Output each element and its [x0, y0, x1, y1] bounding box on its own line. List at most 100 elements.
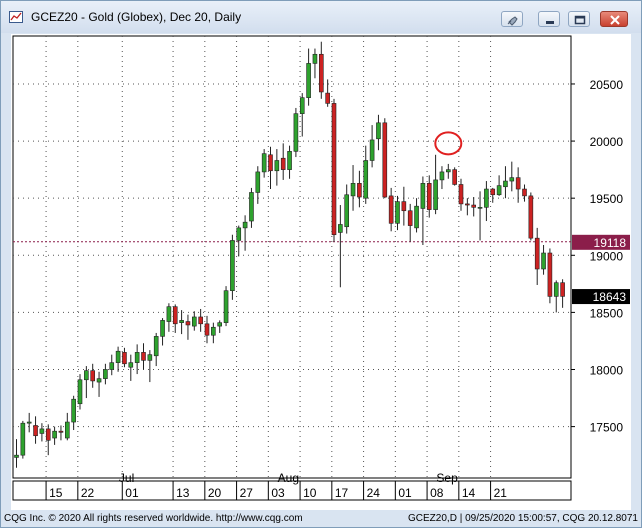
- candle-up[interactable]: [477, 207, 483, 209]
- candle-down[interactable]: [33, 425, 38, 437]
- candle-up[interactable]: [134, 352, 140, 363]
- candle-up[interactable]: [414, 205, 419, 229]
- candle-up[interactable]: [312, 53, 318, 64]
- candle-up[interactable]: [192, 316, 197, 327]
- candle-down[interactable]: [198, 316, 203, 325]
- candle-up[interactable]: [147, 354, 153, 361]
- candle-down[interactable]: [452, 169, 457, 185]
- candle-up[interactable]: [496, 185, 502, 196]
- candle-up[interactable]: [179, 320, 184, 323]
- candle-up[interactable]: [14, 454, 19, 458]
- candle-down[interactable]: [528, 195, 534, 239]
- candle-down[interactable]: [172, 306, 178, 325]
- candlestick-chart[interactable]: 17500 18000 18500 19000 19500 20000 20500 15 22 0…: [11, 34, 631, 510]
- candle-down[interactable]: [325, 92, 330, 104]
- candle-down[interactable]: [560, 282, 565, 297]
- candle-up[interactable]: [77, 379, 83, 405]
- y-tick-label: 17500: [590, 421, 624, 435]
- candle-up[interactable]: [274, 160, 280, 172]
- title-bar[interactable]: GCEZ20 - Gold (Globex), Dec 20, Daily: [1, 1, 641, 33]
- candle-up[interactable]: [261, 153, 267, 173]
- candle-down[interactable]: [357, 183, 362, 198]
- price-chart[interactable]: 17500 18000 18500 19000 19500 20000 20500 15 22 0…: [11, 34, 631, 510]
- candle-up[interactable]: [363, 160, 369, 199]
- candle-up[interactable]: [420, 183, 426, 209]
- candle-down[interactable]: [90, 370, 95, 382]
- candle-up[interactable]: [153, 336, 159, 357]
- candle-up[interactable]: [433, 179, 438, 210]
- candle-down[interactable]: [490, 188, 496, 196]
- restore-button[interactable]: [568, 11, 590, 27]
- candle-up[interactable]: [52, 430, 57, 439]
- candle-up[interactable]: [211, 326, 216, 336]
- candle-up[interactable]: [503, 180, 508, 188]
- candle-down[interactable]: [458, 184, 464, 205]
- candle-up[interactable]: [338, 224, 343, 233]
- minimize-button[interactable]: [538, 11, 560, 27]
- candle-up[interactable]: [445, 169, 451, 173]
- candle-down[interactable]: [522, 188, 527, 197]
- candle-down[interactable]: [515, 177, 521, 190]
- candle-up[interactable]: [39, 428, 45, 434]
- candle-up[interactable]: [509, 177, 515, 182]
- close-button[interactable]: [600, 11, 628, 27]
- candle-up[interactable]: [160, 320, 165, 337]
- candle-up[interactable]: [541, 252, 546, 270]
- candle-up[interactable]: [20, 422, 26, 456]
- candle-up[interactable]: [350, 183, 356, 197]
- candle-up[interactable]: [115, 350, 121, 363]
- x-tick-label: 15: [49, 486, 63, 500]
- candle-down[interactable]: [45, 428, 51, 441]
- candle-down[interactable]: [547, 252, 553, 297]
- candle-down[interactable]: [185, 321, 191, 326]
- pin-button[interactable]: [501, 11, 523, 27]
- candle-up[interactable]: [103, 369, 108, 379]
- candle-down[interactable]: [471, 204, 477, 208]
- candle-down[interactable]: [58, 430, 64, 433]
- candle-down[interactable]: [318, 53, 324, 93]
- candle-down[interactable]: [122, 352, 127, 365]
- candle-up[interactable]: [26, 421, 32, 424]
- candle-up[interactable]: [128, 362, 134, 368]
- candle-down[interactable]: [141, 352, 146, 361]
- month-label: Sep: [436, 471, 458, 485]
- y-tick-label: 19000: [590, 249, 624, 263]
- candle-down[interactable]: [280, 157, 286, 170]
- candle-down[interactable]: [534, 237, 540, 270]
- candle-up[interactable]: [299, 97, 305, 114]
- candle-up[interactable]: [553, 282, 559, 297]
- candle-up[interactable]: [293, 113, 299, 152]
- candle-up[interactable]: [344, 194, 350, 228]
- candle-up[interactable]: [217, 322, 222, 327]
- candle-down[interactable]: [268, 154, 273, 172]
- x-axis-frame: [12, 480, 572, 501]
- candle-up[interactable]: [84, 370, 89, 381]
- candle-up[interactable]: [439, 171, 445, 181]
- candle-up[interactable]: [230, 240, 235, 291]
- candle-up[interactable]: [369, 139, 375, 161]
- candle-up[interactable]: [166, 306, 172, 322]
- candle-down[interactable]: [465, 203, 470, 206]
- candle-down[interactable]: [382, 122, 388, 198]
- candle-down[interactable]: [331, 103, 337, 236]
- candle-up[interactable]: [71, 398, 76, 423]
- plot-frame: [12, 35, 572, 479]
- candle-up[interactable]: [236, 227, 242, 241]
- candle-down[interactable]: [407, 210, 413, 226]
- candle-up[interactable]: [64, 421, 70, 439]
- candle-up[interactable]: [255, 171, 261, 193]
- candle-up[interactable]: [287, 151, 292, 170]
- candle-up[interactable]: [223, 290, 229, 323]
- candle-up[interactable]: [376, 122, 381, 140]
- candle-down[interactable]: [426, 183, 432, 210]
- candle-up[interactable]: [395, 201, 400, 224]
- candle-down[interactable]: [204, 323, 210, 336]
- candle-up[interactable]: [249, 192, 254, 222]
- candle-down[interactable]: [388, 195, 394, 224]
- candle-up[interactable]: [242, 221, 248, 229]
- candle-down[interactable]: [401, 201, 407, 212]
- candle-up[interactable]: [484, 188, 489, 208]
- candle-up[interactable]: [96, 378, 102, 383]
- candle-up[interactable]: [109, 362, 115, 370]
- candle-up[interactable]: [306, 63, 311, 98]
